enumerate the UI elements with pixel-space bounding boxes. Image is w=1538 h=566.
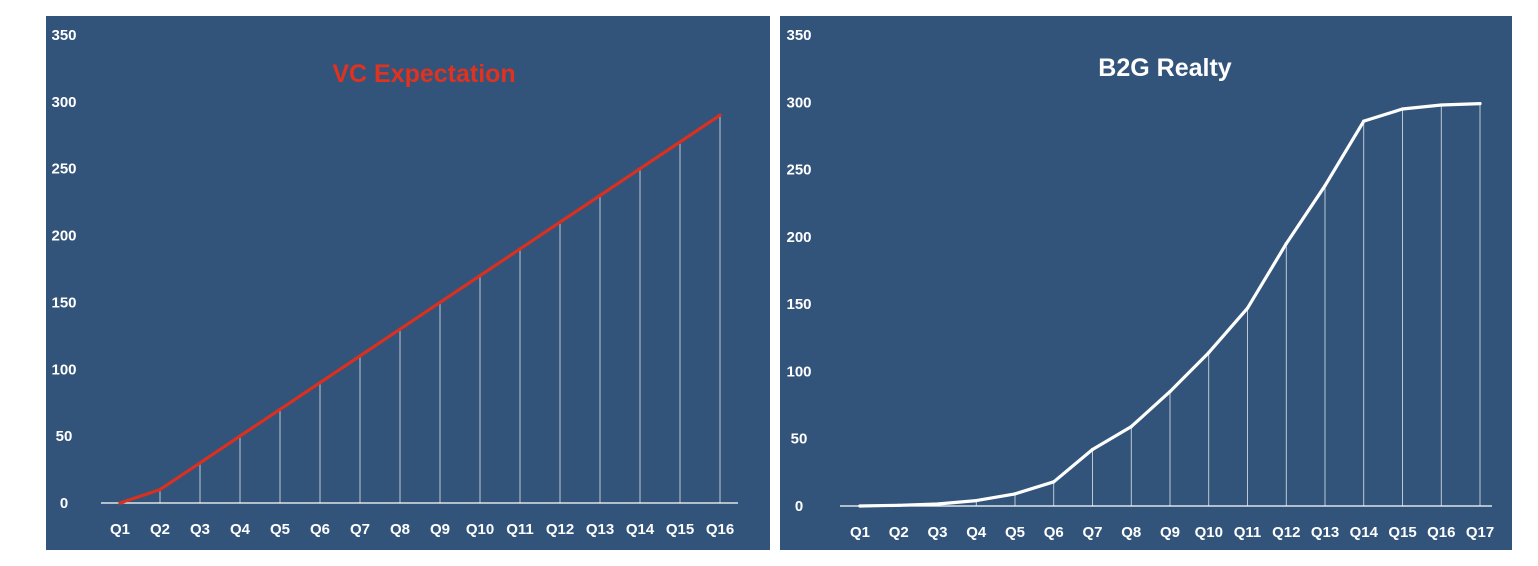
data-point: [974, 499, 978, 503]
x-tick-label: Q2: [150, 521, 170, 538]
x-tick-label: Q6: [1044, 524, 1064, 541]
data-point: [678, 140, 682, 144]
y-tick-label: 50: [791, 431, 808, 448]
data-point: [158, 488, 162, 492]
x-tick-label: Q5: [1005, 524, 1025, 541]
data-point: [398, 327, 402, 331]
b2g-realty-chart: B2G Realty 0 50 100 150 200 250 300 350 Q1 Q2 Q3 Q4…: [786, 27, 1494, 541]
x-tick-label: Q9: [1160, 524, 1180, 541]
x-tick-label: Q1: [110, 521, 130, 538]
data-point: [598, 193, 602, 198]
data-point: [935, 502, 940, 506]
y-tick-label: 50: [56, 428, 73, 445]
x-tick-label: Q10: [466, 521, 494, 538]
data-point: [1207, 350, 1211, 355]
chart-title: VC Expectation: [332, 60, 515, 88]
x-tick-label: Q10: [1195, 524, 1223, 541]
x-tick-label: Q5: [270, 521, 290, 538]
y-tick-label: 250: [786, 162, 811, 179]
b2g-realty-chart-panel: B2G Realty 0 50 100 150 200 250 300 350 Q1 Q2 Q3 Q4…: [780, 16, 1512, 550]
y-tick-label: 350: [51, 27, 76, 44]
data-point: [1013, 492, 1017, 496]
series-line: [118, 113, 722, 505]
y-tick-label: 150: [51, 294, 76, 311]
y-tick-label: 0: [60, 495, 68, 512]
data-point: [1168, 390, 1172, 394]
x-tick-label: Q1: [850, 524, 870, 541]
data-point: [1478, 102, 1482, 106]
x-tick-label: Q3: [927, 524, 947, 541]
data-point: [238, 434, 242, 438]
data-point: [1439, 103, 1443, 107]
x-tick-label: Q2: [889, 524, 909, 541]
data-point: [858, 504, 862, 508]
x-tick-label: Q11: [506, 521, 534, 538]
y-tick-label: 150: [786, 296, 811, 313]
data-point: [1129, 425, 1133, 429]
x-tick-label: Q9: [430, 521, 450, 538]
data-point: [118, 501, 122, 505]
data-point: [897, 503, 901, 507]
x-tick-label: Q11: [1234, 524, 1262, 541]
data-point: [438, 300, 442, 305]
y-tick-label: 250: [51, 161, 76, 178]
data-point: [1323, 184, 1327, 188]
y-tick-label: 300: [786, 94, 811, 111]
data-point: [558, 220, 562, 224]
x-tick-label: Q14: [1350, 524, 1379, 541]
data-point: [718, 113, 722, 117]
x-tick-label: Q17: [1466, 524, 1494, 541]
x-tick-label: Q3: [190, 521, 210, 538]
data-point: [1052, 480, 1056, 484]
x-tick-label: Q4: [966, 524, 987, 541]
data-point: [518, 247, 522, 251]
data-point: [1090, 447, 1095, 452]
x-tick-label: Q14: [626, 521, 655, 538]
y-tick-label: 200: [786, 229, 811, 246]
data-point: [478, 274, 482, 278]
x-tick-label: Q12: [1272, 524, 1300, 541]
data-point: [198, 461, 202, 465]
x-tick-label: Q15: [1388, 524, 1416, 541]
x-tick-label: Q13: [1311, 524, 1339, 541]
x-tick-label: Q7: [350, 521, 370, 538]
y-tick-label: 0: [795, 498, 803, 515]
data-point: [1245, 306, 1250, 310]
chart-title: B2G Realty: [1098, 54, 1231, 82]
data-point: [358, 354, 362, 358]
x-tick-label: Q8: [390, 521, 410, 538]
x-tick-label: Q13: [586, 521, 614, 538]
x-tick-label: Q4: [230, 521, 251, 538]
data-point: [278, 407, 282, 411]
data-point: [318, 381, 322, 385]
x-tick-label: Q6: [310, 521, 330, 538]
y-tick-label: 100: [786, 363, 811, 380]
y-tick-label: 100: [51, 361, 76, 378]
vc-expectation-chart-panel: VC Expectation 0 50 100 150 200 250 300 350 Q1 Q2…: [46, 16, 770, 550]
x-tick-label: Q8: [1121, 524, 1141, 541]
data-point: [1400, 107, 1405, 111]
x-tick-label: Q12: [546, 521, 574, 538]
x-tick-label: Q15: [666, 521, 694, 538]
data-point: [638, 167, 642, 171]
vc-expectation-chart: VC Expectation 0 50 100 150 200 250 300 350 Q1 Q2…: [51, 27, 738, 538]
data-point: [1284, 241, 1288, 246]
x-tick-label: Q7: [1082, 524, 1102, 541]
x-tick-label: Q16: [706, 521, 734, 538]
x-tick-label: Q16: [1427, 524, 1455, 541]
y-tick-label: 350: [786, 27, 811, 44]
data-point: [1362, 119, 1366, 123]
y-tick-label: 300: [51, 94, 76, 111]
y-tick-label: 200: [51, 228, 76, 245]
